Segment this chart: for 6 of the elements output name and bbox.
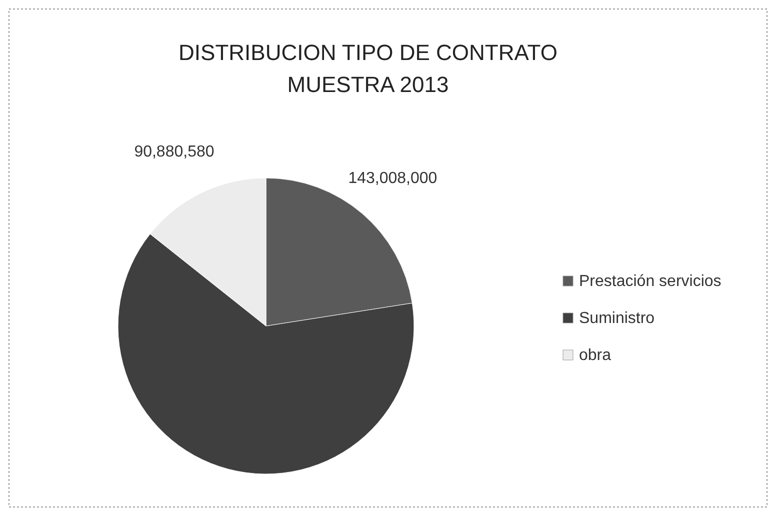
data-label: 90,880,580 — [134, 144, 214, 161]
legend-label: Suministro — [579, 310, 655, 327]
chart-title: DISTRIBUCION TIPO DE CONTRATO MUESTRA 2013 — [178, 40, 558, 97]
legend-label: obra — [579, 347, 612, 364]
data-label: 143,008,000 — [348, 170, 438, 188]
legend-label: Prestación servicios — [579, 273, 722, 290]
